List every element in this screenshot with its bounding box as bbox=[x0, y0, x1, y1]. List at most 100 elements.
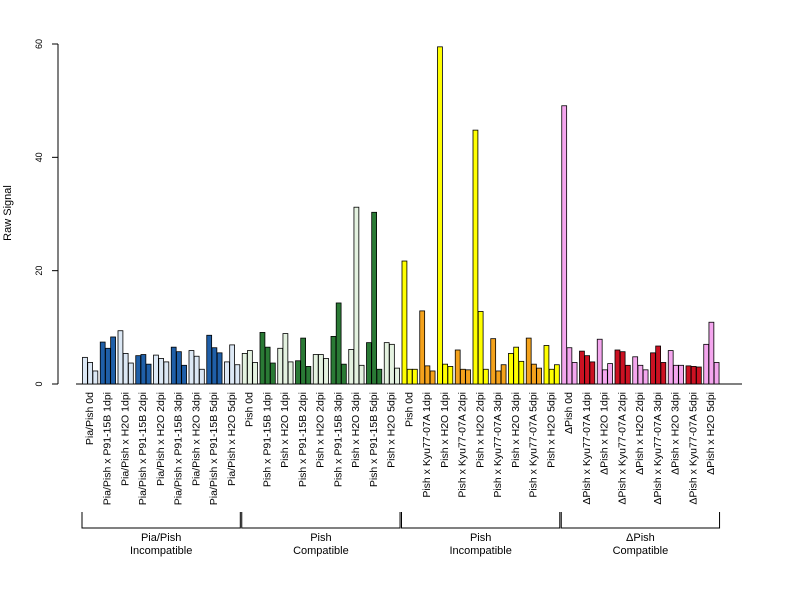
group-bracket bbox=[241, 512, 401, 529]
bar bbox=[269, 362, 276, 385]
bar bbox=[394, 367, 400, 385]
bar bbox=[87, 362, 93, 385]
group-label-line1: Pish bbox=[310, 532, 331, 544]
bar bbox=[122, 352, 129, 385]
bar bbox=[667, 350, 674, 385]
bar bbox=[619, 351, 626, 385]
group-label-line2: Incompatible bbox=[449, 545, 511, 557]
category-label: Pia/Pish x H2O 2dpi bbox=[155, 392, 167, 486]
bar bbox=[508, 352, 514, 385]
bar bbox=[252, 362, 258, 385]
category-label: Pish x H2O 5dpi bbox=[386, 392, 398, 468]
bar bbox=[596, 338, 603, 385]
bar bbox=[170, 346, 177, 385]
bar bbox=[105, 347, 111, 385]
bar bbox=[264, 346, 271, 385]
bar bbox=[135, 355, 142, 385]
bar bbox=[531, 363, 537, 385]
bar bbox=[216, 352, 223, 385]
category-label: Pish x P91-15B 5dpi bbox=[368, 392, 380, 487]
bar bbox=[277, 347, 284, 385]
category-label: Pia/Pish x P91-15B 1dpi bbox=[102, 392, 114, 505]
category-label: Pia/Pish x H2O 1dpi bbox=[119, 392, 131, 486]
bar bbox=[543, 345, 550, 385]
bar bbox=[241, 352, 248, 385]
bar bbox=[678, 364, 684, 385]
bar bbox=[158, 358, 164, 385]
category-label: Pish x Kyu77-07A 2dpi bbox=[457, 392, 469, 498]
bar bbox=[708, 321, 715, 385]
bar bbox=[287, 361, 294, 385]
bar bbox=[234, 364, 241, 385]
group-label-line1: Pia/Pish bbox=[141, 532, 181, 544]
bar bbox=[366, 342, 372, 385]
bar bbox=[198, 368, 205, 385]
bar bbox=[247, 350, 253, 385]
bar bbox=[571, 362, 578, 385]
bar bbox=[477, 311, 484, 385]
bar bbox=[637, 364, 644, 385]
category-label: Pish x H2O 1dpi bbox=[279, 392, 291, 468]
group-label-line2: Compatible bbox=[293, 545, 349, 557]
bar bbox=[660, 362, 667, 385]
bar bbox=[330, 335, 337, 385]
bar bbox=[259, 332, 266, 385]
group-label-line2: Incompatible bbox=[130, 545, 192, 557]
bar bbox=[282, 333, 289, 385]
bar bbox=[411, 368, 418, 385]
bar bbox=[482, 368, 489, 385]
bar bbox=[536, 367, 542, 385]
category-labels: Pia/Pish 0d Pia/Pish x P91-15B 1dpi Pia/Pi… bbox=[84, 392, 717, 505]
bar bbox=[340, 363, 347, 385]
bar bbox=[389, 343, 395, 385]
category-label: Pish x Kyu77-07A 5dpi bbox=[528, 392, 540, 498]
bar bbox=[300, 337, 307, 385]
bar bbox=[188, 350, 195, 385]
group-bracket bbox=[81, 512, 241, 529]
category-label: Pish x Kyu77-07A 1dpi bbox=[421, 392, 433, 498]
group-brackets: Pia/PishIncompatiblePishCompatiblePishIn… bbox=[81, 512, 721, 557]
y-axis: 0 20 40 60 bbox=[34, 39, 59, 387]
category-label: Pish x H2O 3dpi bbox=[350, 392, 362, 468]
bar bbox=[335, 302, 342, 385]
bar bbox=[305, 366, 312, 385]
bar bbox=[92, 370, 99, 385]
group-label-line1: ΔPish bbox=[626, 532, 655, 544]
category-label: Pish 0d bbox=[244, 392, 256, 427]
bar bbox=[713, 362, 720, 385]
bar bbox=[513, 346, 520, 385]
bar bbox=[383, 342, 390, 385]
bar bbox=[401, 260, 408, 385]
bar bbox=[229, 344, 235, 385]
bar bbox=[312, 354, 319, 385]
bar bbox=[548, 368, 555, 385]
category-label: Pish 0d bbox=[403, 392, 415, 427]
bar bbox=[153, 354, 159, 385]
category-label: ΔPish x Kyu77-07A 2dpi bbox=[616, 392, 628, 505]
bar bbox=[614, 349, 621, 385]
category-label: Pish x H2O 5dpi bbox=[545, 392, 557, 468]
category-label: ΔPish x H2O 2dpi bbox=[634, 392, 646, 475]
bars bbox=[82, 46, 720, 385]
bar bbox=[371, 211, 378, 385]
bar bbox=[696, 366, 702, 385]
y-tick-label: 20 bbox=[34, 266, 44, 276]
category-label: ΔPish x H2O 3dpi bbox=[670, 392, 682, 475]
bar bbox=[607, 363, 613, 385]
bar bbox=[211, 347, 218, 385]
bar bbox=[625, 364, 631, 385]
category-label: Pish x P91-15B 3dpi bbox=[332, 392, 344, 487]
bar bbox=[127, 362, 134, 385]
bar bbox=[442, 363, 449, 385]
bar bbox=[176, 351, 182, 385]
category-label: ΔPish x H2O 5dpi bbox=[705, 392, 717, 475]
category-label: ΔPish x Kyu77-07A 1dpi bbox=[581, 392, 593, 505]
bar bbox=[642, 369, 649, 385]
bar bbox=[429, 370, 436, 385]
bar bbox=[99, 341, 106, 385]
bar bbox=[419, 310, 426, 385]
category-label: Pish x H2O 2dpi bbox=[474, 392, 486, 468]
bar bbox=[437, 46, 443, 385]
bar bbox=[685, 365, 692, 385]
